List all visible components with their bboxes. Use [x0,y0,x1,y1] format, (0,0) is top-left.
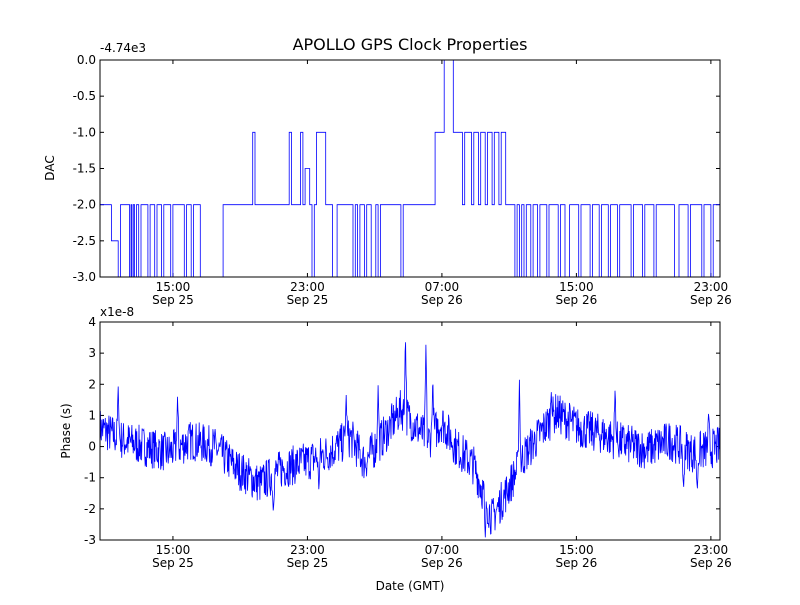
phase-xtick-date: Sep 25 [287,556,329,570]
phase-ytick-label: -2 [84,502,96,516]
phase-xtick-time: 15:00 [559,543,594,557]
dac-xtick-time: 15:00 [559,280,594,294]
dac-frame [99,59,721,278]
figure-title: APOLLO GPS Clock Properties [293,35,528,54]
dac-yticks: 0.0 -0.5 -1.0 -1.5 -2.0 -2.5 -3.0 [73,53,720,284]
dac-xtick-date: Sep 26 [421,293,463,307]
phase-xtick-time: 15:00 [156,543,191,557]
dac-xtick-date: Sep 25 [152,293,194,307]
dac-xtick-date: Sep 26 [690,293,732,307]
dac-panel: -4.74e3 DAC 0.0-0.5-1.0-1.5-2.0-2.5-3.0 … [43,41,732,307]
dac-xtick-time: 07:00 [425,280,460,294]
phase-xtick-date: Sep 25 [152,556,194,570]
dac-ytick-label: -2.0 [73,198,96,212]
dac-ytick-label: 0.0 [77,53,96,67]
phase-yticks: 4 3 2 1 0 -1 -2 -3 [84,315,720,547]
x-axis-label: Date (GMT) [376,579,445,593]
phase-ytick-label: -1 [84,471,96,485]
dac-ytick-label: -3.0 [73,270,96,284]
phase-xtick-date: Sep 26 [556,556,598,570]
phase-ytick-label: 1 [88,408,96,422]
phase-xtick-time: 23:00 [694,543,729,557]
phase-frame [99,321,721,541]
dac-xtick-date: Sep 26 [556,293,598,307]
dac-y-offset-label: -4.74e3 [100,41,146,55]
dac-xtick-time: 15:00 [156,280,191,294]
phase-ytick-label: 4 [88,315,96,329]
phase-ytick-label: -3 [84,533,96,547]
dac-xtick-date: Sep 25 [287,293,329,307]
dac-ytick-label: -0.5 [73,89,96,103]
phase-ytick-label: 3 [88,346,96,360]
dac-xtick-time: 23:00 [290,280,325,294]
dac-ytick-label: -2.5 [73,234,96,248]
phase-ytick-label: 0 [88,440,96,454]
dac-ytick-label: -1.0 [73,125,96,139]
phase-xtick-time: 07:00 [425,543,460,557]
phase-y-offset-label: x1e-8 [100,305,134,319]
dac-y-axis-label: DAC [43,155,57,180]
phase-xtick-date: Sep 26 [421,556,463,570]
dac-xtick-time: 23:00 [694,280,729,294]
phase-xtick-date: Sep 26 [690,556,732,570]
phase-y-axis-label: Phase (s) [59,403,73,458]
phase-ytick-label: 2 [88,377,96,391]
phase-xtick-time: 23:00 [290,543,325,557]
dac-ytick-label: -1.5 [73,162,96,176]
phase-line [99,342,721,538]
